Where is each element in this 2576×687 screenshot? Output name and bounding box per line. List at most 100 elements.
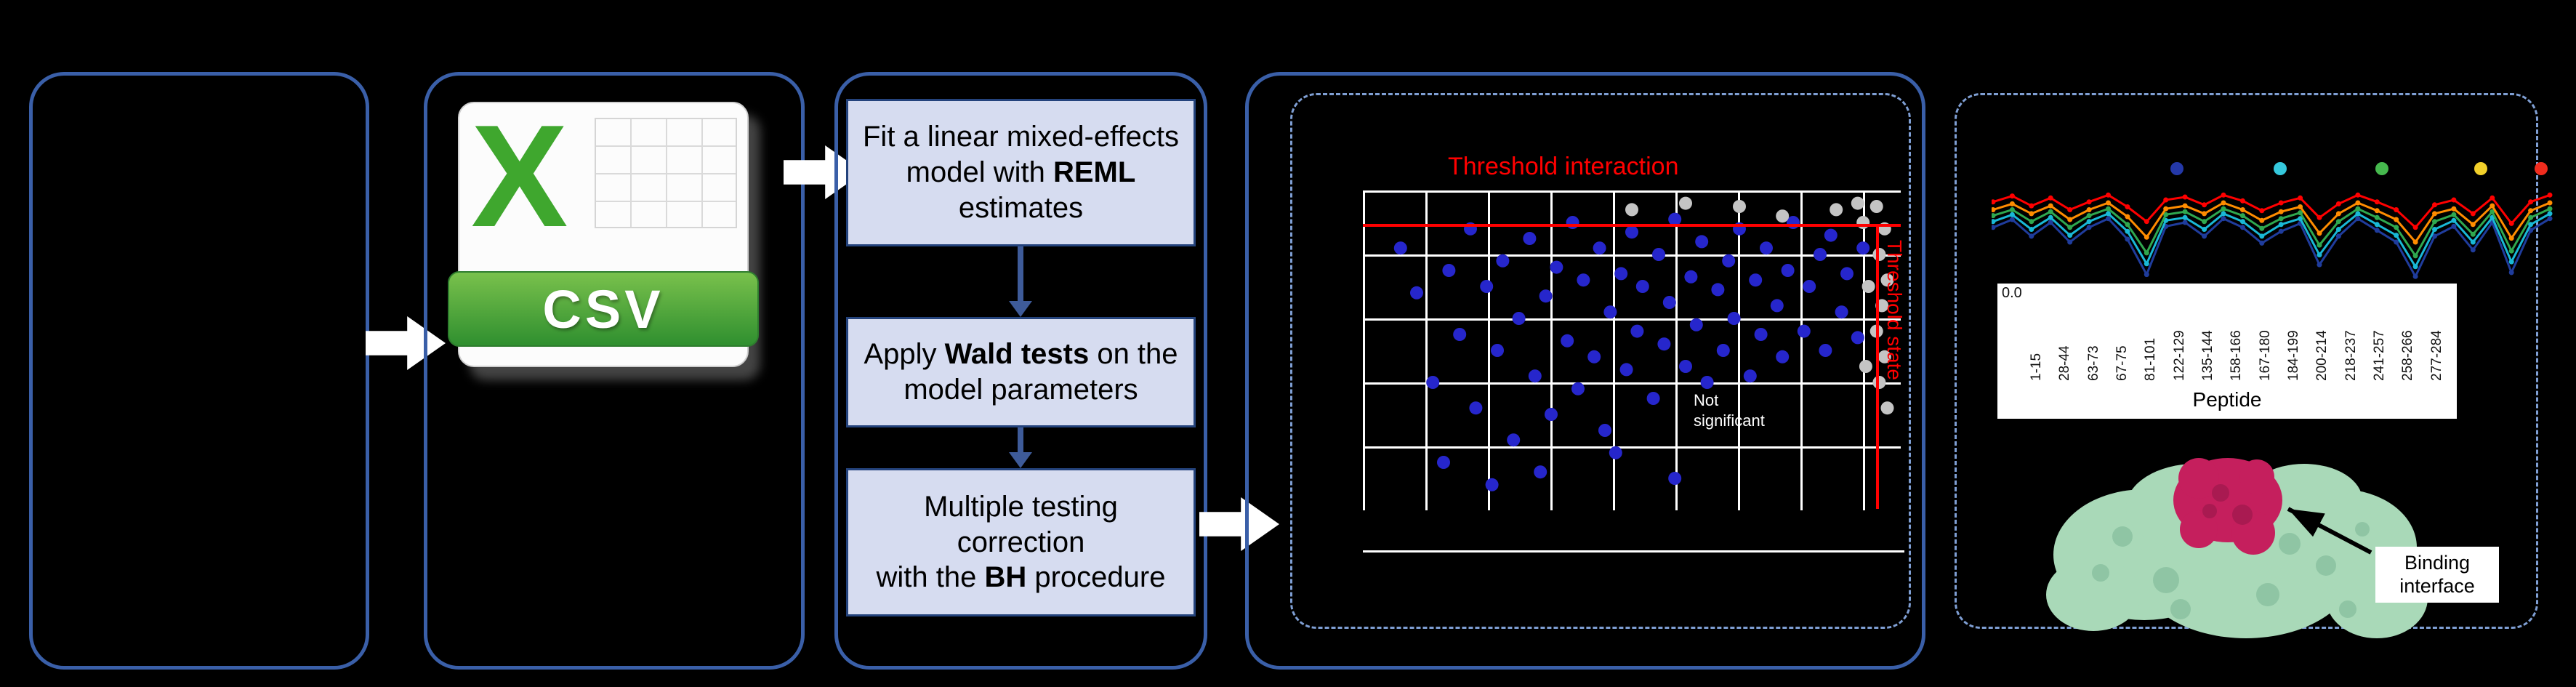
uptake-marker — [2029, 227, 2034, 232]
binding-interface-arrow — [2287, 507, 2372, 555]
uptake-marker — [2394, 225, 2399, 230]
significant-point — [1668, 472, 1682, 485]
not-significant-point — [1625, 203, 1638, 217]
uptake-marker — [1992, 219, 1996, 225]
significant-point — [1700, 376, 1714, 389]
uptake-marker — [2182, 209, 2188, 214]
not-significant-point — [1877, 350, 1891, 363]
uptake-marker — [2451, 206, 2457, 212]
uptake-marker — [2221, 206, 2226, 212]
uptake-marker — [2432, 211, 2437, 217]
legend-dot — [2170, 162, 2183, 175]
step-text-bold: Wald tests — [944, 338, 1090, 371]
step-reml: Fit a linear mixed-effects model with RE… — [846, 99, 1196, 246]
uptake-marker — [2547, 211, 2553, 217]
step-text-pre: Apply — [864, 338, 945, 371]
uptake-marker — [2067, 217, 2073, 222]
arrow-head — [1009, 452, 1032, 468]
significant-point — [1453, 328, 1467, 341]
uptake-line-series-3 — [1992, 207, 2551, 258]
uptake-marker — [2470, 247, 2476, 253]
uptake-marker — [2317, 230, 2322, 236]
uptake-marker — [2394, 233, 2399, 238]
uptake-marker — [2451, 223, 2457, 229]
step-reml-text: Fit a linear mixed-effects model with RE… — [848, 119, 1194, 225]
significant-point — [1393, 241, 1407, 255]
uptake-marker — [2317, 214, 2322, 220]
uptake-marker — [2335, 219, 2341, 225]
uptake-marker — [2125, 204, 2130, 209]
uptake-marker — [2412, 273, 2418, 279]
uptake-marker — [2547, 216, 2553, 222]
uptake-marker — [2048, 203, 2053, 209]
uptake-marker — [2259, 240, 2265, 246]
uptake-marker — [2086, 199, 2092, 205]
uptake-marker — [2278, 222, 2284, 228]
arrow-head — [1009, 301, 1032, 317]
significant-point — [1722, 254, 1736, 268]
uptake-marker — [2259, 233, 2265, 239]
not-significant-point — [1880, 401, 1894, 415]
uptake-marker — [2202, 202, 2207, 208]
uptake-marker — [2374, 199, 2380, 205]
not-significant-point — [1830, 203, 1843, 217]
uptake-marker — [2086, 225, 2092, 230]
uptake-marker — [2355, 216, 2361, 222]
uptake-marker — [2029, 233, 2034, 239]
peptide-tick-label: 200-214 — [2314, 330, 2330, 381]
uptake-marker — [2182, 220, 2188, 225]
uptake-marker — [2470, 231, 2476, 237]
significant-point — [1635, 280, 1649, 293]
step-text-post: estimates — [958, 191, 1084, 224]
uptake-marker — [2163, 197, 2169, 203]
significant-point — [1689, 318, 1703, 332]
uptake-marker — [2029, 203, 2034, 209]
uptake-marker — [2029, 219, 2034, 225]
uptake-marker — [2278, 200, 2284, 206]
significant-point — [1760, 241, 1773, 255]
uptake-marker — [2394, 207, 2399, 212]
uptake-marker — [2490, 209, 2495, 214]
uptake-marker — [2009, 217, 2015, 222]
uptake-marker — [2048, 214, 2053, 220]
uptake-marker — [2144, 261, 2149, 267]
significant-point — [1652, 248, 1665, 261]
peptide-tick-label: 277-284 — [2428, 330, 2444, 381]
significant-point — [1668, 212, 1682, 226]
volcano-x-axis-line — [1363, 550, 1904, 553]
significant-point — [1776, 350, 1790, 363]
uptake-marker — [2048, 209, 2053, 214]
uptake-marker — [1992, 207, 1996, 212]
uptake-marker — [2259, 208, 2265, 214]
not-significant-point — [1880, 273, 1894, 287]
significant-point — [1814, 248, 1827, 261]
legend-dot — [2375, 162, 2388, 175]
uptake-marker — [2086, 219, 2092, 225]
legend-dot — [2535, 162, 2548, 175]
uptake-marker — [2528, 222, 2534, 228]
uptake-marker — [2221, 200, 2226, 206]
csv-banner: CSV — [448, 271, 759, 347]
uptake-marker — [2508, 220, 2514, 226]
binding-interface-region — [2173, 458, 2282, 555]
significant-point — [1630, 324, 1644, 338]
peptide-tick-label: 184-199 — [2286, 330, 2302, 381]
step-bh-text: Multiple testing correction with the BH … — [848, 489, 1194, 595]
uptake-marker — [2239, 207, 2245, 212]
significant-point — [1523, 232, 1537, 245]
csv-panel — [424, 72, 805, 670]
uptake-marker — [2144, 219, 2149, 225]
uptake-marker — [2355, 206, 2361, 212]
uptake-marker — [2182, 203, 2188, 209]
significant-point — [1662, 296, 1676, 309]
significant-point — [1545, 408, 1558, 421]
significant-point — [1743, 369, 1757, 383]
uptake-marker — [2470, 211, 2476, 217]
uptake-marker — [2547, 206, 2553, 212]
peptide-tick-label: 135-144 — [2200, 330, 2216, 381]
uptake-marker — [2086, 207, 2092, 212]
volcano-panel — [1245, 72, 1925, 670]
uptake-marker — [2239, 213, 2245, 219]
not-significant-point — [1851, 196, 1864, 210]
significant-point — [1657, 337, 1671, 351]
